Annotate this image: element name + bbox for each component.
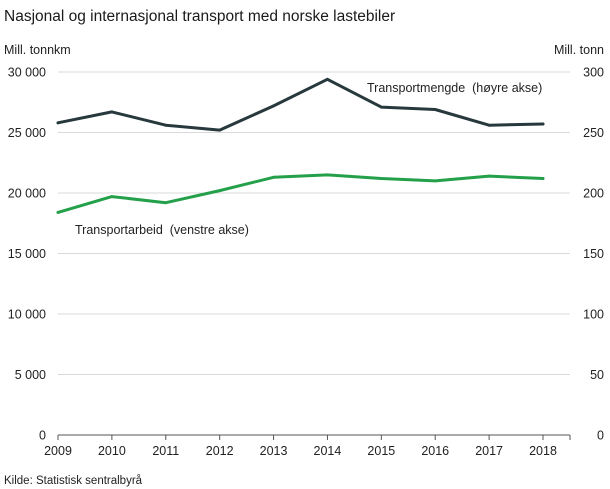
data-point-transportarbeid bbox=[110, 195, 114, 199]
x-tick-label: 2013 bbox=[260, 444, 288, 458]
gridlines bbox=[58, 71, 570, 436]
data-point-transportarbeid bbox=[56, 210, 60, 214]
right-tick-label: 50 bbox=[590, 368, 604, 382]
right-tick-label: 100 bbox=[583, 308, 604, 322]
series-lines bbox=[56, 77, 545, 214]
data-point-transportmengde bbox=[272, 104, 275, 108]
data-point-transportarbeid bbox=[379, 177, 383, 180]
data-point-transportarbeid bbox=[164, 201, 168, 205]
data-point-transportmengde bbox=[56, 121, 60, 125]
data-point-transportmengde bbox=[541, 122, 545, 126]
data-point-transportarbeid bbox=[218, 189, 222, 192]
data-point-transportmengde bbox=[487, 123, 491, 127]
series-line-transportmengde bbox=[56, 77, 545, 132]
x-tick-label: 2011 bbox=[152, 444, 179, 458]
series-line-transportarbeid bbox=[56, 173, 545, 214]
left-axis-ticks: 0 5 000 10 000 15 000 20 000 25 000 30 000 bbox=[8, 66, 46, 443]
data-point-transportarbeid bbox=[326, 173, 329, 177]
left-tick-label: 5 000 bbox=[15, 368, 46, 382]
left-tick-label: 0 bbox=[39, 429, 46, 443]
chart-title: Nasjonal og internasjonal transport med … bbox=[4, 8, 395, 25]
x-tick-label: 2009 bbox=[44, 444, 72, 458]
x-tick-label: 2015 bbox=[367, 444, 395, 458]
x-axis-ticks: 2009 2010 2011 2012 2013 2014 2015 2016 2017 2018 bbox=[44, 435, 571, 458]
left-tick-label: 20 000 bbox=[8, 187, 46, 201]
left-tick-label: 25 000 bbox=[8, 126, 46, 140]
right-tick-label: 300 bbox=[583, 66, 604, 80]
left-tick-label: 30 000 bbox=[8, 66, 46, 80]
left-axis-title: Mill. tonnkm bbox=[4, 43, 71, 57]
x-tick-label: 2010 bbox=[98, 444, 126, 458]
x-tick-label: 2014 bbox=[314, 444, 342, 458]
x-tick-label: 2016 bbox=[421, 444, 449, 458]
x-tick-label: 2018 bbox=[529, 444, 557, 458]
left-tick-label: 10 000 bbox=[8, 308, 46, 322]
series-label-transportmengde: Transportmengde (høyre akse) bbox=[367, 81, 542, 95]
data-point-transportmengde bbox=[433, 108, 437, 111]
right-tick-label: 150 bbox=[583, 247, 604, 261]
right-tick-label: 0 bbox=[597, 429, 604, 443]
source-note: Kilde: Statistisk sentralbyrå bbox=[4, 475, 143, 487]
data-point-transportarbeid bbox=[272, 175, 275, 179]
data-point-transportmengde bbox=[164, 123, 168, 127]
data-point-transportarbeid bbox=[433, 179, 437, 183]
left-tick-label: 15 000 bbox=[8, 247, 46, 261]
right-tick-label: 200 bbox=[583, 187, 604, 201]
right-axis-title: Mill. tonn bbox=[554, 43, 604, 57]
series-label-transportarbeid: Transportarbeid (venstre akse) bbox=[75, 223, 249, 237]
data-point-transportarbeid bbox=[541, 177, 545, 180]
data-point-transportmengde bbox=[218, 128, 222, 132]
right-tick-label: 250 bbox=[583, 126, 604, 140]
data-point-transportarbeid bbox=[487, 174, 491, 178]
data-point-transportmengde bbox=[110, 110, 114, 114]
data-point-transportmengde bbox=[379, 105, 383, 109]
right-axis-ticks: 0 50 100 150 200 250 300 bbox=[583, 66, 604, 443]
data-point-transportmengde bbox=[326, 77, 329, 81]
x-tick-label: 2017 bbox=[475, 444, 503, 458]
x-tick-label: 2012 bbox=[206, 444, 234, 458]
